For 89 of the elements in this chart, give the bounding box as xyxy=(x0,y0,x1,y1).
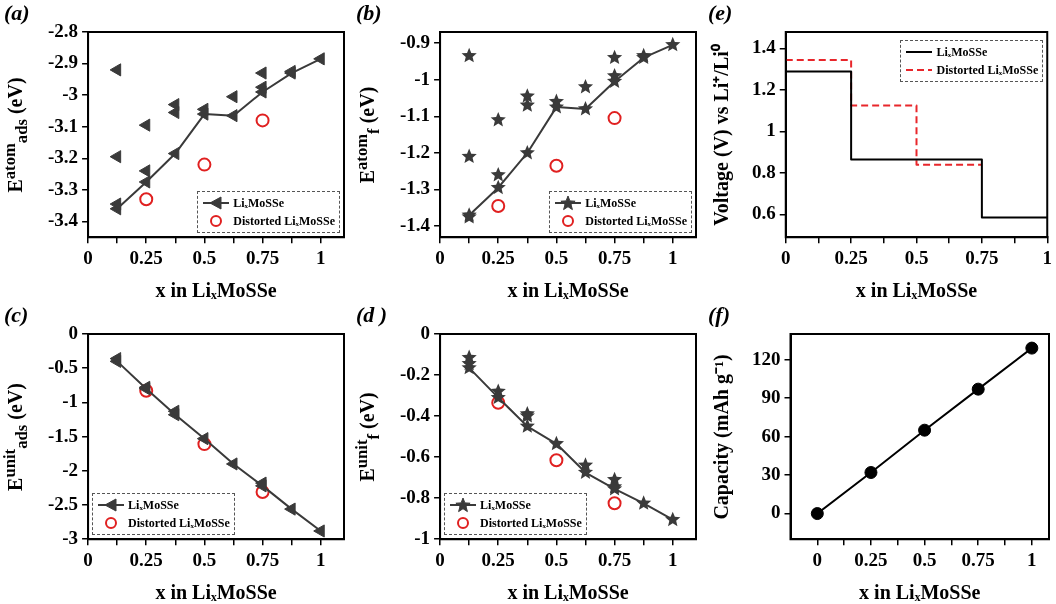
y-tick-label: 60 xyxy=(761,424,781,446)
x-tick-label: 1 xyxy=(315,548,326,570)
x-tick-label: 0.5 xyxy=(192,246,217,268)
y-tick-label: 90 xyxy=(761,386,781,408)
x-tick-label: 0 xyxy=(83,246,93,268)
y-tick-label: -2.5 xyxy=(48,492,79,514)
x-axis-title: x in LiₓMoSSe xyxy=(507,581,629,604)
x-tick-label: 1 xyxy=(667,246,678,268)
x-tick-label: 1 xyxy=(1027,548,1037,570)
x-tick-label: 0 xyxy=(435,548,445,570)
legend-label: LiₓMoSSe xyxy=(128,497,179,513)
y-axis-title: Voltage (V) vs Li⁺/Li⁰ xyxy=(708,43,734,226)
x-tick-label: 0.75 xyxy=(245,246,280,268)
y-tick-label: -1 xyxy=(62,390,79,412)
y-tick-label: -2 xyxy=(62,458,79,480)
x-tick-label: 0.25 xyxy=(129,548,163,570)
x-tick-label: 1 xyxy=(1042,246,1052,268)
y-tick-label: -3 xyxy=(62,527,79,549)
y-tick-label: 0 xyxy=(420,321,431,343)
legend-label: Distorted LiₓMoSSe xyxy=(585,213,687,229)
x-tick-label: 0.75 xyxy=(245,548,280,570)
x-tick-label: 0.25 xyxy=(854,548,888,570)
y-tick-label: -1 xyxy=(414,527,431,549)
legend-label: LiₓMoSSe xyxy=(480,497,531,513)
x-tick-label: 0 xyxy=(83,548,93,570)
y-tick-label: -0.5 xyxy=(48,356,79,378)
y-tick-label: -1 xyxy=(414,67,431,89)
x-axis-title: x in LiₓMoSSe xyxy=(859,581,981,604)
chart-title: (e) xyxy=(708,0,733,26)
x-tick-label: 0.25 xyxy=(834,246,868,268)
y-tick-label: -0.9 xyxy=(400,30,431,52)
chart-title: (f) xyxy=(708,302,730,328)
x-tick-label: 0 xyxy=(812,548,823,570)
y-tick-label: 1.4 xyxy=(752,36,777,58)
legend-label: Distorted LiₓMoSSe xyxy=(233,213,335,229)
x-tick-label: 0.5 xyxy=(912,548,937,570)
y-tick-label: -3.2 xyxy=(48,146,79,168)
x-axis-title: x in LiₓMoSSe xyxy=(507,279,629,302)
chart-title: (a) xyxy=(4,0,30,26)
chart-title: (b) xyxy=(356,0,382,26)
x-tick-label: 0 xyxy=(435,246,445,268)
y-tick-label: -0.4 xyxy=(400,403,431,425)
x-tick-label: 0.75 xyxy=(965,246,999,268)
y-tick-label: -1.3 xyxy=(400,177,431,199)
y-tick-label: -1.1 xyxy=(400,104,431,126)
x-tick-label: 1 xyxy=(667,548,678,570)
y-tick-label: -0.6 xyxy=(400,445,431,467)
y-tick-label: -3.3 xyxy=(48,177,79,199)
legend-label: Distorted LiₓMoSSe xyxy=(936,62,1039,78)
x-tick-label: 0.5 xyxy=(904,246,929,268)
legend-label: LiₓMoSSe xyxy=(233,195,285,211)
y-tick-label: 1.2 xyxy=(752,77,776,99)
legend-label: Distorted LiₓMoSSe xyxy=(128,515,230,531)
x-axis-title: x in LiₓMoSSe xyxy=(855,279,978,302)
chart-title: (d ) xyxy=(356,302,388,328)
x-tick-label: 0.5 xyxy=(192,548,217,570)
x-axis-title: x in LiₓMoSSe xyxy=(155,279,277,302)
y-axis-title: Capacity (mAh g⁻¹) xyxy=(708,353,734,520)
y-tick-label: -3.4 xyxy=(48,209,79,231)
y-tick-label: 0 xyxy=(771,501,781,523)
x-tick-label: 0.75 xyxy=(597,548,632,570)
y-tick-label: 1 xyxy=(766,119,776,141)
x-tick-label: 0.25 xyxy=(481,548,515,570)
x-tick-label: 0.5 xyxy=(544,246,569,268)
x-tick-label: 0.5 xyxy=(544,548,569,570)
x-tick-label: 0.75 xyxy=(961,548,995,570)
y-tick-label: -2.9 xyxy=(48,51,79,73)
y-tick-label: 30 xyxy=(761,462,781,484)
y-tick-label: -0.2 xyxy=(400,362,431,384)
y-tick-label: -3 xyxy=(62,83,79,105)
y-tick-label: 0 xyxy=(68,321,79,343)
legend-label: Distorted LiₓMoSSe xyxy=(480,515,582,531)
y-tick-label: 120 xyxy=(752,347,781,369)
y-tick-label: -1.2 xyxy=(400,140,431,162)
y-tick-label: 0.8 xyxy=(752,160,776,182)
y-tick-label: -2.8 xyxy=(48,19,79,41)
legend-label: LiₓMoSSe xyxy=(936,44,988,60)
x-tick-label: 1 xyxy=(315,246,326,268)
y-tick-label: -3.1 xyxy=(48,114,79,136)
y-tick-label: -1.4 xyxy=(400,214,431,236)
y-tick-label: -1.5 xyxy=(48,424,79,446)
chart-title: (c) xyxy=(4,302,29,328)
x-tick-label: 0.25 xyxy=(481,246,515,268)
x-axis-title: x in LiₓMoSSe xyxy=(155,581,277,604)
y-tick-label: -0.8 xyxy=(400,486,431,508)
x-tick-label: 0.75 xyxy=(597,246,632,268)
y-tick-label: 0.6 xyxy=(752,202,776,224)
x-tick-label: 0.25 xyxy=(129,246,163,268)
legend-label: LiₓMoSSe xyxy=(585,195,637,211)
